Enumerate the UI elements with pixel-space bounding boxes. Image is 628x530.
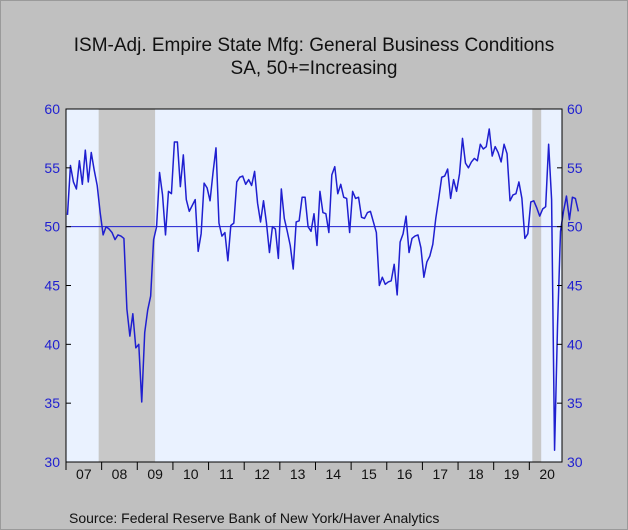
- x-tick-label: 08: [112, 466, 128, 482]
- series-line-1: [66, 128, 580, 451]
- y-tick-label-right: 40: [567, 336, 583, 352]
- x-tick-label: 16: [397, 466, 413, 482]
- y-tick-label-left: 40: [44, 336, 60, 352]
- axes: [65, 108, 563, 470]
- x-tick-label: 18: [468, 466, 484, 482]
- recession-band-1: [98, 109, 156, 462]
- y-tick-label-left: 30: [44, 454, 60, 470]
- x-tick-label: 13: [290, 466, 306, 482]
- x-tick-label: 09: [147, 466, 163, 482]
- y-tick-label-left: 50: [44, 219, 60, 235]
- x-tick-label: 11: [219, 466, 234, 482]
- y-tick-label-right: 60: [567, 101, 583, 117]
- x-tick-label: 15: [361, 466, 377, 482]
- y-tick-label-right: 35: [567, 395, 583, 411]
- x-tick-label: 14: [326, 466, 342, 482]
- series-group: [66, 128, 580, 451]
- x-tick-label: 20: [539, 466, 555, 482]
- chart-subtitle: SA, 50+=Increasing: [230, 58, 398, 79]
- y-tick-label-right: 30: [567, 454, 583, 470]
- source-note: Source: Federal Reserve Bank of New York…: [69, 510, 440, 526]
- y-tick-label-left: 60: [44, 101, 60, 117]
- y-tick-label-left: 45: [44, 278, 60, 294]
- x-tick-label: 17: [432, 466, 448, 482]
- recession-band-2: [532, 109, 542, 462]
- x-tick-label: 19: [504, 466, 520, 482]
- x-tick-label: 10: [183, 466, 199, 482]
- x-tick-label: 12: [254, 466, 270, 482]
- chart-title: ISM-Adj. Empire State Mfg: General Busin…: [73, 35, 555, 56]
- x-tick-label: 07: [76, 466, 92, 482]
- y-tick-label-right: 55: [567, 160, 583, 176]
- tick-labels: 30 30 35 35 40 40 45 45 50 50 55 55 60 60 07 08 09 10 11 12…: [44, 101, 582, 482]
- recession-shading: [98, 109, 542, 462]
- y-tick-label-right: 45: [567, 278, 583, 294]
- y-tick-label-left: 35: [44, 395, 60, 411]
- y-tick-label-right: 50: [567, 219, 583, 235]
- y-tick-label-left: 55: [44, 160, 60, 176]
